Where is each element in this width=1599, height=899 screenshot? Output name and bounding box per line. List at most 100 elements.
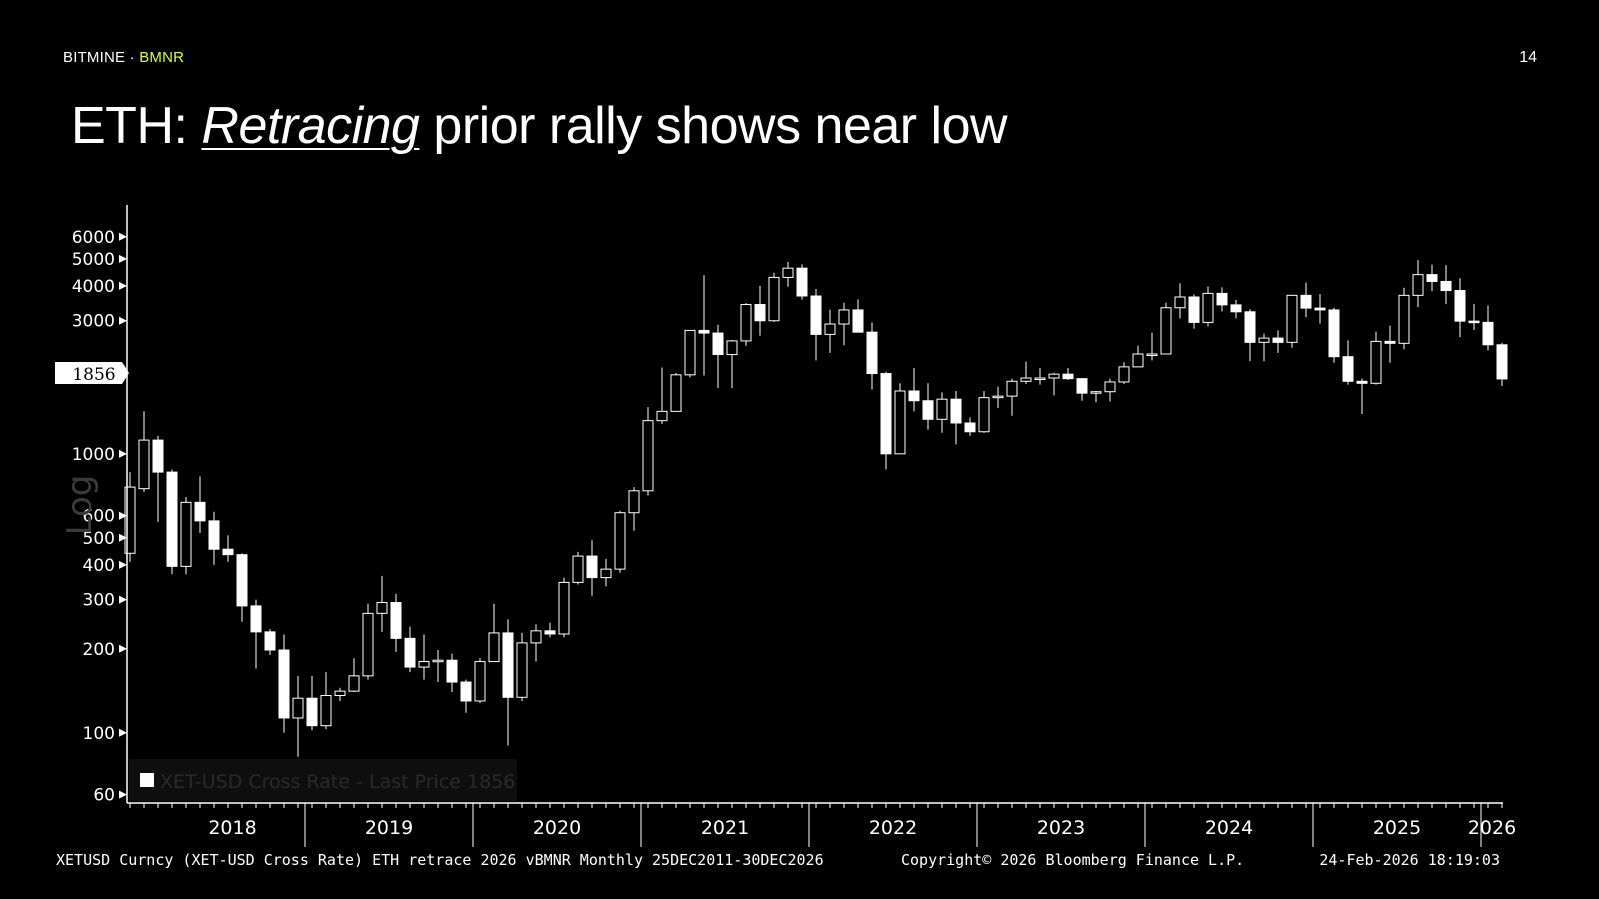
y-tick-mark	[119, 316, 127, 325]
y-tick-mark	[119, 511, 127, 520]
candle-body-up	[1034, 377, 1046, 381]
candle-body-down	[502, 632, 514, 698]
candle-body-up	[1006, 380, 1018, 397]
candle-2018-04	[180, 497, 192, 575]
candle-body-down	[880, 373, 892, 455]
candle-body-up	[474, 661, 486, 702]
candle-2025-10	[1440, 265, 1452, 305]
candle-body-up	[1258, 337, 1270, 343]
candle-2025-03	[1342, 340, 1354, 385]
candle-body-down	[810, 295, 822, 335]
candle-body-up	[1412, 274, 1424, 296]
candle-2020-11	[614, 510, 626, 573]
candle-body-down	[306, 697, 318, 727]
candle-2019-06	[376, 575, 388, 632]
candle-body-up	[782, 267, 794, 278]
last-price-label: 1856	[72, 365, 115, 385]
candle-body-down	[166, 471, 178, 567]
candle-2019-08	[404, 626, 416, 673]
y-tick-label-400: 400	[83, 556, 115, 576]
candle-body-up	[936, 398, 948, 420]
candle-body-down	[250, 605, 262, 633]
candle-2019-03	[334, 687, 346, 701]
candle-body-down	[1272, 337, 1284, 343]
candle-body-up	[614, 512, 626, 570]
candle-2022-02	[824, 309, 836, 353]
candle-2024-09	[1258, 333, 1270, 362]
candle-body-up	[124, 486, 136, 554]
candle-body-down	[1426, 274, 1438, 282]
candle-2023-05	[1034, 368, 1046, 385]
candle-2023-09	[1090, 390, 1102, 403]
candle-2025-07	[1398, 287, 1410, 350]
candle-body-up	[768, 276, 780, 322]
candle-2020-05	[530, 624, 542, 662]
candle-2021-01	[642, 407, 654, 496]
candle-2020-12	[628, 487, 640, 531]
y-tick-mark	[119, 254, 127, 263]
candle-2025-01	[1314, 294, 1326, 324]
candle-body-down	[908, 390, 920, 402]
year-separator-layer	[304, 803, 1482, 847]
candle-2018-01	[138, 411, 150, 492]
candle-body-down	[1384, 340, 1396, 344]
candle-body-up	[656, 410, 668, 422]
candle-body-up	[1160, 307, 1172, 355]
candle-body-up	[320, 695, 332, 727]
y-tick-mark	[119, 281, 127, 290]
candle-2018-06	[208, 511, 220, 565]
footer-copyright: Copyright© 2026 Bloomberg Finance L.P.	[901, 851, 1244, 869]
x-tick-label-2025: 2025	[1373, 817, 1421, 839]
candle-2022-03	[838, 302, 850, 346]
candle-2024-01	[1146, 332, 1158, 361]
x-tick-label-2019: 2019	[365, 817, 413, 839]
title-emphasis: Retracing	[201, 97, 420, 155]
candle-body-down	[712, 332, 724, 356]
candle-body-down	[754, 304, 766, 322]
candle-2025-09	[1426, 264, 1438, 292]
candle-2021-08	[740, 303, 752, 346]
candle-body-up	[516, 642, 528, 698]
candle-body-up	[1090, 391, 1102, 394]
candle-body-down	[698, 329, 710, 334]
candle-2019-02	[320, 672, 332, 730]
candle-2025-04	[1356, 378, 1368, 414]
candle-body-up	[894, 390, 906, 455]
candle-body-down	[194, 501, 206, 522]
candle-body-down	[1216, 292, 1228, 306]
candle-2021-09	[754, 285, 766, 336]
legend-swatch	[140, 773, 154, 787]
candle-body-up	[376, 602, 388, 614]
candle-body-up	[1104, 381, 1116, 393]
candle-body-down	[1328, 309, 1340, 358]
y-tick-label-100: 100	[83, 724, 115, 744]
candle-2018-07	[222, 535, 234, 562]
candle-2021-11	[782, 262, 794, 287]
candle-2025-11	[1454, 278, 1466, 338]
title-rest: prior rally shows near low	[419, 97, 1008, 155]
y-tick-mark	[119, 232, 127, 241]
candle-2018-11	[278, 634, 290, 733]
candle-2019-07	[390, 593, 402, 652]
brand-ticker: BMNR	[139, 49, 185, 66]
candle-body-up	[1370, 340, 1382, 384]
candle-2018-10	[264, 629, 276, 656]
candle-body-down	[1356, 380, 1368, 384]
candle-body-down	[1230, 304, 1242, 313]
candle-2024-10	[1272, 330, 1284, 353]
candle-2022-06	[880, 371, 892, 470]
candle-body-up	[838, 309, 850, 325]
candle-2021-03	[670, 372, 682, 412]
y-tick-mark	[119, 728, 127, 737]
candle-body-up	[362, 612, 374, 677]
candle-body-up	[628, 490, 640, 514]
candle-2024-05	[1202, 286, 1214, 327]
candle-2025-06	[1384, 325, 1396, 363]
candle-2018-09	[250, 599, 262, 669]
candle-body-down	[460, 681, 472, 702]
candle-2021-06	[712, 324, 724, 389]
candle-body-down	[852, 309, 864, 333]
y-tick-mark	[119, 560, 127, 569]
candle-body-up	[138, 439, 150, 490]
x-tick-label-2026: 2026	[1468, 817, 1516, 839]
